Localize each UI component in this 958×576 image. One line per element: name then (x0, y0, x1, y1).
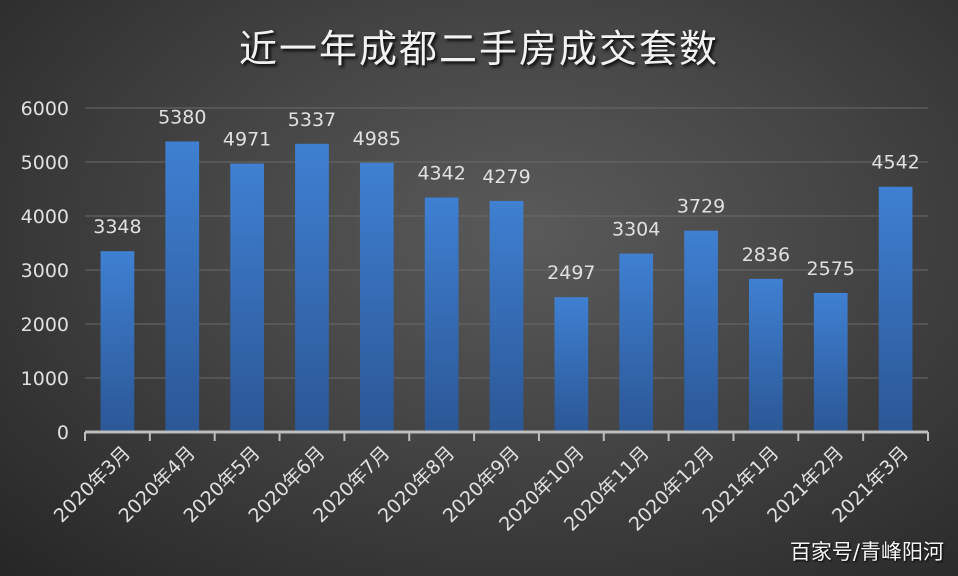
y-tick-label: 6000 (21, 98, 69, 120)
data-label: 3304 (612, 219, 660, 241)
bar (684, 230, 718, 432)
data-label: 4342 (417, 163, 465, 185)
bar (489, 200, 524, 432)
watermark: 百家号/青峰阳河 (789, 540, 944, 564)
data-label: 4985 (353, 128, 401, 150)
data-label: 3729 (677, 196, 725, 218)
data-label: 3348 (93, 216, 141, 238)
bar (230, 163, 264, 433)
bar (359, 162, 394, 432)
y-tick-label: 5000 (21, 152, 69, 174)
data-label: 2497 (547, 262, 595, 284)
bar (424, 197, 459, 432)
bar (295, 143, 329, 432)
data-label: 2575 (807, 258, 855, 280)
y-tick-label: 4000 (21, 206, 69, 228)
y-tick-label: 3000 (21, 260, 69, 282)
y-tick-label: 1000 (21, 368, 69, 390)
data-label: 4542 (871, 152, 919, 174)
data-label: 5380 (158, 106, 206, 128)
bar (813, 292, 848, 432)
data-label: 4971 (223, 129, 271, 151)
y-tick-label: 0 (57, 422, 69, 444)
bar (619, 253, 654, 432)
bar (749, 278, 783, 432)
bar (878, 186, 913, 432)
data-label: 2836 (742, 244, 790, 266)
bar (165, 141, 200, 433)
y-tick-label: 2000 (21, 314, 69, 336)
chart-title: 近一年成都二手房成交套数 (238, 27, 719, 71)
data-label: 5337 (288, 109, 336, 131)
bar (554, 297, 589, 432)
bar (100, 251, 135, 432)
data-label: 4279 (482, 166, 530, 188)
